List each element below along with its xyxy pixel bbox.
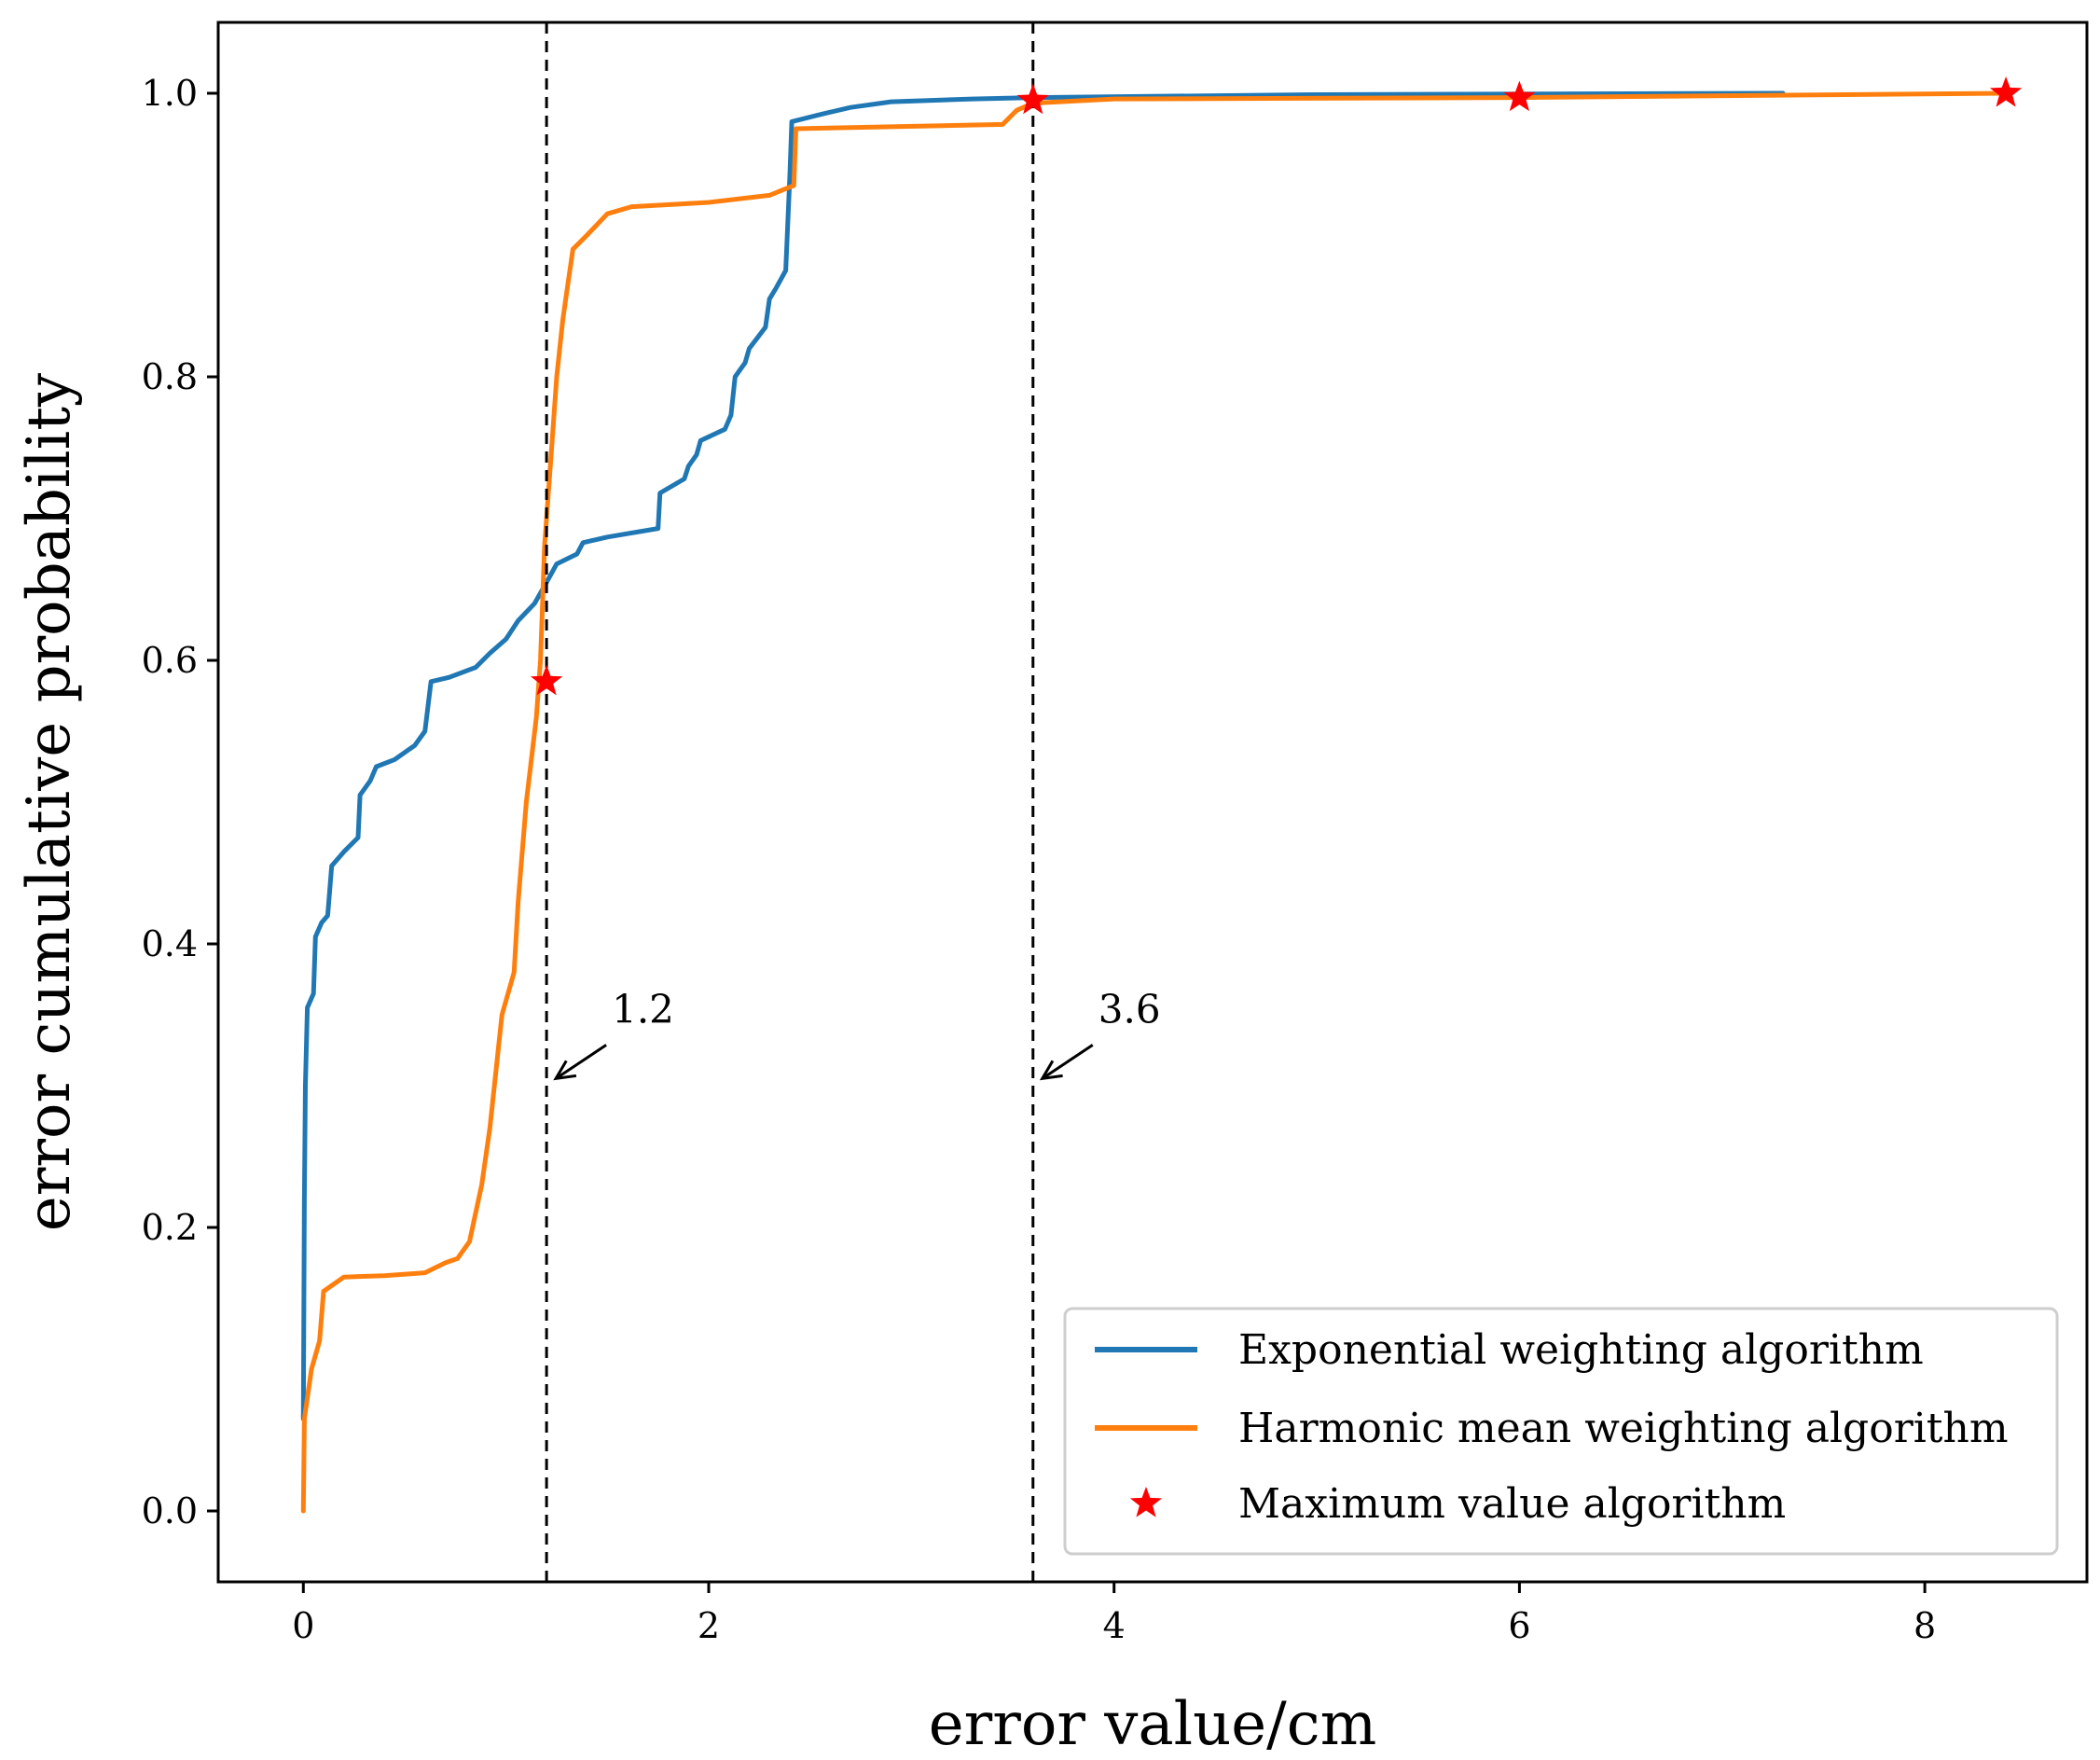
max-value-star-marker — [1503, 80, 1536, 112]
x-axis: 0 2 4 6 8 — [292, 1582, 1936, 1646]
legend: Exponential weighting algorithm Harmonic… — [1063, 1307, 2059, 1556]
annotation-arrowhead-3.6 — [1039, 1060, 1063, 1081]
annotation-label-3.6: 3.6 — [1098, 986, 1161, 1032]
y-axis-title: error cumulative probability — [15, 373, 84, 1231]
y-tick-label: 1.0 — [142, 73, 198, 114]
annotation-arrow-1.2 — [555, 1044, 607, 1080]
y-tick-label: 0.0 — [142, 1490, 198, 1531]
y-tick-label: 0.4 — [142, 923, 198, 964]
x-tick-label: 0 — [292, 1605, 314, 1646]
max-value-star-marker — [1016, 83, 1049, 115]
annotation-arrowhead-1.2 — [553, 1060, 577, 1081]
markers-layer — [531, 76, 2023, 696]
y-tick-label: 0.2 — [142, 1207, 198, 1248]
legend-label-maximum: Maximum value algorithm — [1238, 1480, 1786, 1528]
annotation-arrow-3.6 — [1041, 1044, 1094, 1080]
plot-area — [300, 90, 2009, 1514]
legend-box — [1063, 1307, 2059, 1556]
x-tick-label: 6 — [1508, 1605, 1530, 1646]
reference-lines: 1.2 3.6 — [545, 22, 1161, 1582]
y-tick-label: 0.6 — [142, 640, 198, 681]
series-line-harmonic — [300, 90, 2009, 1514]
x-axis-title: error value/cm — [929, 1690, 1377, 1759]
plot-frame — [216, 21, 2089, 1584]
x-tick-label: 4 — [1103, 1605, 1126, 1646]
y-axis: 0.0 0.2 0.4 0.6 0.8 1.0 — [142, 73, 218, 1531]
y-tick-label: 0.8 — [142, 356, 198, 397]
max-value-star-marker — [531, 664, 563, 696]
legend-label-exponential: Exponential weighting algorithm — [1238, 1326, 1924, 1374]
x-tick-label: 8 — [1913, 1605, 1936, 1646]
max-value-star-marker — [1989, 76, 2023, 107]
series-line-exponential — [300, 90, 1786, 1421]
legend-label-harmonic: Harmonic mean weighting algorithm — [1238, 1405, 2009, 1452]
legend-star-marker-icon — [1129, 1487, 1163, 1517]
x-tick-label: 2 — [698, 1605, 720, 1646]
annotation-label-1.2: 1.2 — [612, 986, 674, 1032]
